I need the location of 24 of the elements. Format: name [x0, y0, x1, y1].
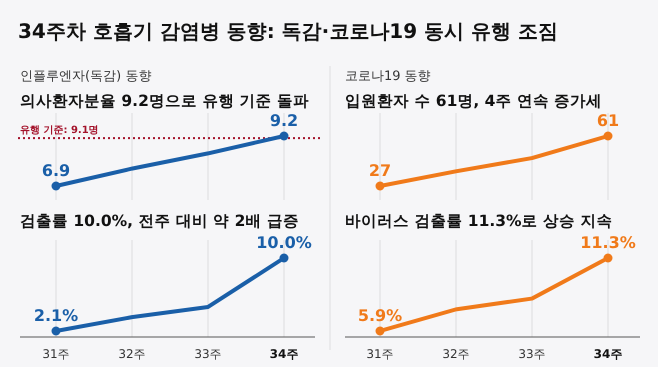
data-label: 6.9	[42, 161, 70, 180]
data-label: 61	[596, 111, 620, 130]
x-tick-label: 34주	[594, 347, 622, 361]
chart-subtitle: 인플루엔자(독감) 동향	[20, 69, 152, 84]
chart-title: 입원환자 수 61명, 4주 연속 증가세	[345, 92, 602, 110]
chart-subtitle: 코로나19 동향	[345, 69, 431, 84]
data-label: 9.2	[270, 111, 298, 130]
ref-line-label: 유행 기준: 9.1명	[20, 125, 99, 136]
x-tick-label: 31주	[42, 347, 70, 361]
chart-title: 검출률 10.0%, 전주 대비 약 2배 급증	[20, 212, 299, 230]
data-label: 11.3%	[580, 233, 636, 252]
chart-title: 의사환자분율 9.2명으로 유행 기준 돌파	[20, 92, 310, 110]
x-tick-label: 34주	[270, 347, 298, 361]
data-label: 5.9%	[358, 306, 402, 325]
x-tick-label: 31주	[366, 347, 394, 361]
x-tick-label: 32주	[442, 347, 470, 361]
data-label: 10.0%	[256, 233, 312, 252]
x-tick-label: 32주	[118, 347, 146, 361]
x-tick-label: 33주	[518, 347, 546, 361]
data-label: 27	[368, 161, 392, 180]
x-tick-label: 33주	[194, 347, 222, 361]
data-label: 2.1%	[34, 306, 78, 325]
chart-title: 바이러스 검출률 11.3%로 상승 지속	[345, 212, 612, 230]
text: 34주차 호흡기 감염병 동향: 독감·코로나19 동시 유행 조짐	[18, 19, 558, 43]
